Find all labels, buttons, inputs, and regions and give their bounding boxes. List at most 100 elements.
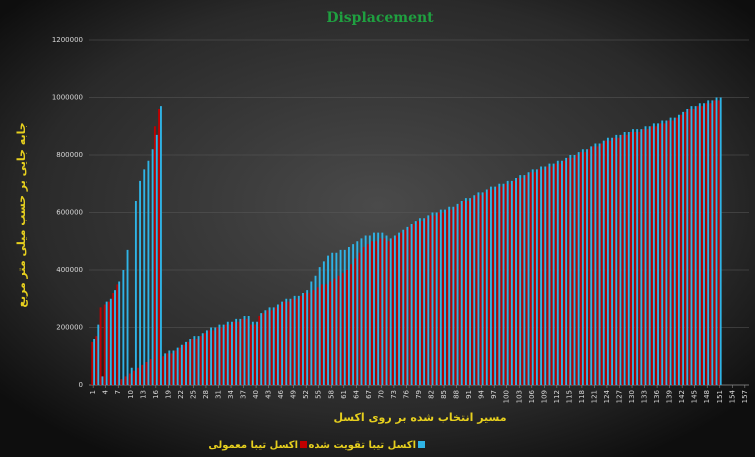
bar xyxy=(343,249,346,385)
bar xyxy=(168,350,171,385)
bar xyxy=(563,160,566,385)
bar xyxy=(335,252,338,385)
y-tick-label: 0 xyxy=(79,381,83,389)
bar xyxy=(523,175,526,385)
y-tick-label: 600000 xyxy=(56,209,83,217)
bar xyxy=(412,224,415,385)
bar xyxy=(690,106,693,385)
bar xyxy=(396,235,399,385)
bar xyxy=(103,304,106,385)
bar xyxy=(709,103,712,385)
bar xyxy=(446,209,449,385)
bar xyxy=(719,97,722,385)
bar xyxy=(222,324,225,385)
x-tick-label: 25 xyxy=(189,390,197,399)
bar xyxy=(496,186,499,385)
bar xyxy=(694,106,697,385)
bar xyxy=(185,341,187,385)
bar xyxy=(229,324,232,385)
bar xyxy=(419,218,421,385)
bar xyxy=(552,163,555,385)
bar xyxy=(542,169,545,385)
bar xyxy=(162,356,165,385)
bar xyxy=(281,301,284,385)
bar xyxy=(212,330,215,385)
bar xyxy=(108,301,110,385)
bar xyxy=(325,284,328,385)
bar xyxy=(717,100,720,385)
bar xyxy=(464,198,467,385)
bar xyxy=(682,111,685,385)
x-tick-label: 106 xyxy=(528,389,536,403)
bar xyxy=(636,129,639,385)
bar xyxy=(373,232,375,385)
bar xyxy=(630,132,633,385)
bar xyxy=(233,321,236,385)
bar xyxy=(285,298,288,385)
x-tick-label: 1 xyxy=(89,390,97,394)
bar xyxy=(715,97,718,385)
bar xyxy=(174,350,177,385)
x-tick-label: 142 xyxy=(678,390,686,403)
bar xyxy=(270,310,273,385)
bar xyxy=(258,316,261,385)
x-axis-label: مسیر انتخاب شده بر روی اکسل xyxy=(333,411,506,424)
bar xyxy=(151,149,154,385)
bar xyxy=(187,341,190,385)
bar xyxy=(473,195,476,385)
bar xyxy=(189,339,192,385)
y-tick-label: 1000000 xyxy=(52,94,83,102)
bar xyxy=(256,321,258,385)
bar xyxy=(143,169,146,385)
x-tick-label: 70 xyxy=(377,390,385,399)
bar xyxy=(609,140,612,385)
legend-swatch xyxy=(418,441,425,448)
bar xyxy=(180,344,183,385)
bar xyxy=(346,270,348,385)
bar xyxy=(300,295,303,385)
bar xyxy=(276,304,279,385)
x-tick-label: 64 xyxy=(352,389,360,398)
bar xyxy=(538,169,541,385)
bar xyxy=(652,123,655,385)
bar xyxy=(204,333,206,385)
bar xyxy=(201,333,204,385)
bar xyxy=(226,321,229,385)
bar xyxy=(381,232,384,385)
bar xyxy=(513,180,516,385)
bar xyxy=(329,281,332,385)
y-tick-label: 800000 xyxy=(56,151,83,159)
bar xyxy=(358,252,361,385)
bar xyxy=(498,183,501,385)
legend-swatch xyxy=(300,441,307,448)
bar xyxy=(93,339,96,385)
bar xyxy=(153,126,156,385)
bar xyxy=(318,267,321,385)
bar xyxy=(580,152,582,385)
x-tick-label: 151 xyxy=(716,390,724,403)
bar xyxy=(398,232,400,385)
bar xyxy=(155,134,158,385)
bar xyxy=(250,324,252,385)
bar xyxy=(133,370,135,385)
bar xyxy=(243,316,246,385)
bar xyxy=(101,376,104,385)
bar xyxy=(686,109,689,385)
bar xyxy=(531,169,534,385)
bar xyxy=(438,212,440,385)
bar xyxy=(392,238,394,385)
bar xyxy=(408,226,411,385)
bar xyxy=(546,166,549,385)
x-tick-label: 52 xyxy=(302,390,310,399)
x-tick-label: 67 xyxy=(365,390,373,399)
bar xyxy=(406,226,409,385)
bar xyxy=(341,272,344,385)
bar xyxy=(525,175,528,385)
bar xyxy=(160,106,162,385)
bar xyxy=(575,155,578,385)
bar xyxy=(483,192,486,385)
x-tick-label: 10 xyxy=(127,390,135,399)
bar xyxy=(141,364,144,385)
bar xyxy=(350,264,353,385)
bar xyxy=(112,293,115,385)
